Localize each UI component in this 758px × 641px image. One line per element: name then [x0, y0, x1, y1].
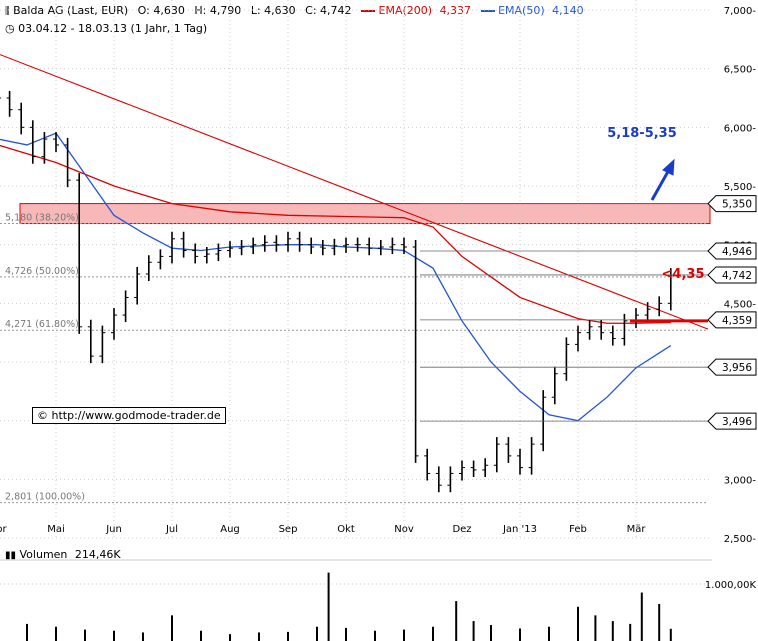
fib-label: 4,271 (61.80%) [5, 319, 79, 330]
ema50-swatch [480, 10, 495, 12]
chart-header: ⫼ Balda AG (Last, EUR) O: 4,630 H: 4,790… [5, 4, 584, 17]
target-annotation: 5,18-5,35 [607, 126, 677, 141]
price-level-tag [707, 311, 757, 329]
volume-bar [171, 615, 173, 641]
ema200-swatch [361, 10, 376, 12]
volume-bar [577, 606, 579, 641]
y-tick-label: 5,500- [724, 182, 757, 193]
price-level-value: 4,359 [722, 315, 752, 327]
volume-bar [84, 629, 86, 641]
open-value: O: 4,630 [137, 4, 185, 17]
volume-bar [229, 634, 231, 641]
volume-icon: ▮▮ [5, 550, 17, 561]
x-tick-label: Dez [452, 524, 471, 535]
ema200-line [0, 144, 671, 324]
volume-tick-label: 1.000,00K [705, 580, 757, 591]
x-tick-label: Jul [165, 524, 178, 535]
volume-bar [316, 626, 318, 641]
x-tick-label: Mär [627, 524, 647, 535]
trend-line [0, 54, 709, 330]
volume-header: ▮▮ Volumen 214,46K [5, 548, 121, 561]
x-tick-label: Jun [105, 524, 122, 535]
date-range: ◷ 03.04.12 - 18.03.13 (1 Jahr, 1 Tag) [5, 22, 207, 35]
volume-bar [490, 625, 492, 641]
target-arrow-head [662, 158, 675, 176]
fib-label: 5,180 (38.20%) [5, 213, 79, 224]
y-tick-label: 6,000- [724, 123, 757, 134]
price-level-tag [707, 266, 757, 284]
volume-bar [432, 626, 434, 641]
volume-bar [594, 615, 597, 641]
y-tick-label: 6,500- [724, 65, 757, 76]
volume-bar [374, 630, 376, 641]
price-level-value: 4,946 [722, 246, 752, 258]
volume-bar [55, 626, 57, 641]
x-tick-label: Sep [279, 524, 298, 535]
x-tick-label: Nov [394, 524, 414, 535]
volume-bar [26, 623, 28, 641]
price-level-tag [707, 195, 757, 213]
x-tick-label: Aug [220, 524, 240, 535]
instrument-title: Balda AG (Last, EUR) [13, 4, 129, 17]
volume-value: 214,46K [74, 548, 121, 561]
x-tick-label: Jan '13 [502, 524, 537, 535]
volume-bar [345, 627, 347, 641]
stop-annotation: <4,35 [662, 267, 705, 282]
price-level-value: 3,956 [722, 362, 752, 374]
volume-label: Volumen [19, 548, 68, 561]
price-level-tag [707, 358, 757, 376]
date-range-text: 03.04.12 - 18.03.13 (1 Jahr, 1 Tag) [18, 22, 208, 35]
ema50-value: 4,140 [552, 4, 584, 17]
volume-bar [455, 601, 458, 641]
price-level-value: 5,350 [722, 199, 752, 211]
price-level-value: 3,496 [722, 416, 752, 428]
y-tick-label: 4,500- [724, 299, 757, 310]
ema50-line [0, 132, 672, 422]
y-tick-label: 2,500- [724, 534, 757, 545]
volume-bar [287, 631, 289, 641]
volume-bar [113, 630, 115, 641]
y-tick-label: 3,000- [724, 475, 757, 486]
ema50-label: EMA(50) [498, 4, 545, 17]
volume-bar [629, 623, 632, 641]
y-tick-label: 7,000- [724, 6, 757, 17]
low-value: L: 4,630 [250, 4, 296, 17]
volume-bar [200, 630, 202, 641]
price-level-value: 4,742 [722, 270, 752, 282]
volume-bar [611, 621, 614, 641]
volume-bar [142, 632, 144, 641]
volume-bar [548, 626, 550, 641]
volume-bar [640, 592, 643, 641]
volume-bar [327, 572, 330, 641]
price-level-tag [707, 242, 757, 260]
x-tick-label: Okt [337, 524, 355, 535]
price-level-tag [707, 412, 757, 430]
high-value: H: 4,790 [194, 4, 242, 17]
x-tick-label: Mai [47, 524, 65, 535]
ema200-value: 4,337 [439, 4, 472, 17]
volume-bar [472, 621, 475, 641]
chart-type-icon: ⫼ [5, 6, 10, 17]
volume-bar [519, 628, 521, 641]
fib-label: 4,726 (50.00%) [5, 266, 79, 277]
fib-label: 2,801 (100.00%) [5, 492, 85, 503]
volume-bar [258, 632, 260, 641]
clock-icon: ◷ [5, 22, 15, 35]
x-tick-label: Feb [569, 524, 587, 535]
copyright-box: © http://www.godmode-trader.de [32, 407, 226, 424]
target-arrow-shaft [650, 167, 672, 201]
ema200-label: EMA(200) [378, 4, 433, 17]
volume-bar [669, 628, 672, 641]
copyright-text: © http://www.godmode-trader.de [37, 409, 221, 422]
volume-bar [658, 603, 661, 641]
volume-bar [403, 629, 405, 641]
x-tick-label: Apr [0, 524, 8, 535]
